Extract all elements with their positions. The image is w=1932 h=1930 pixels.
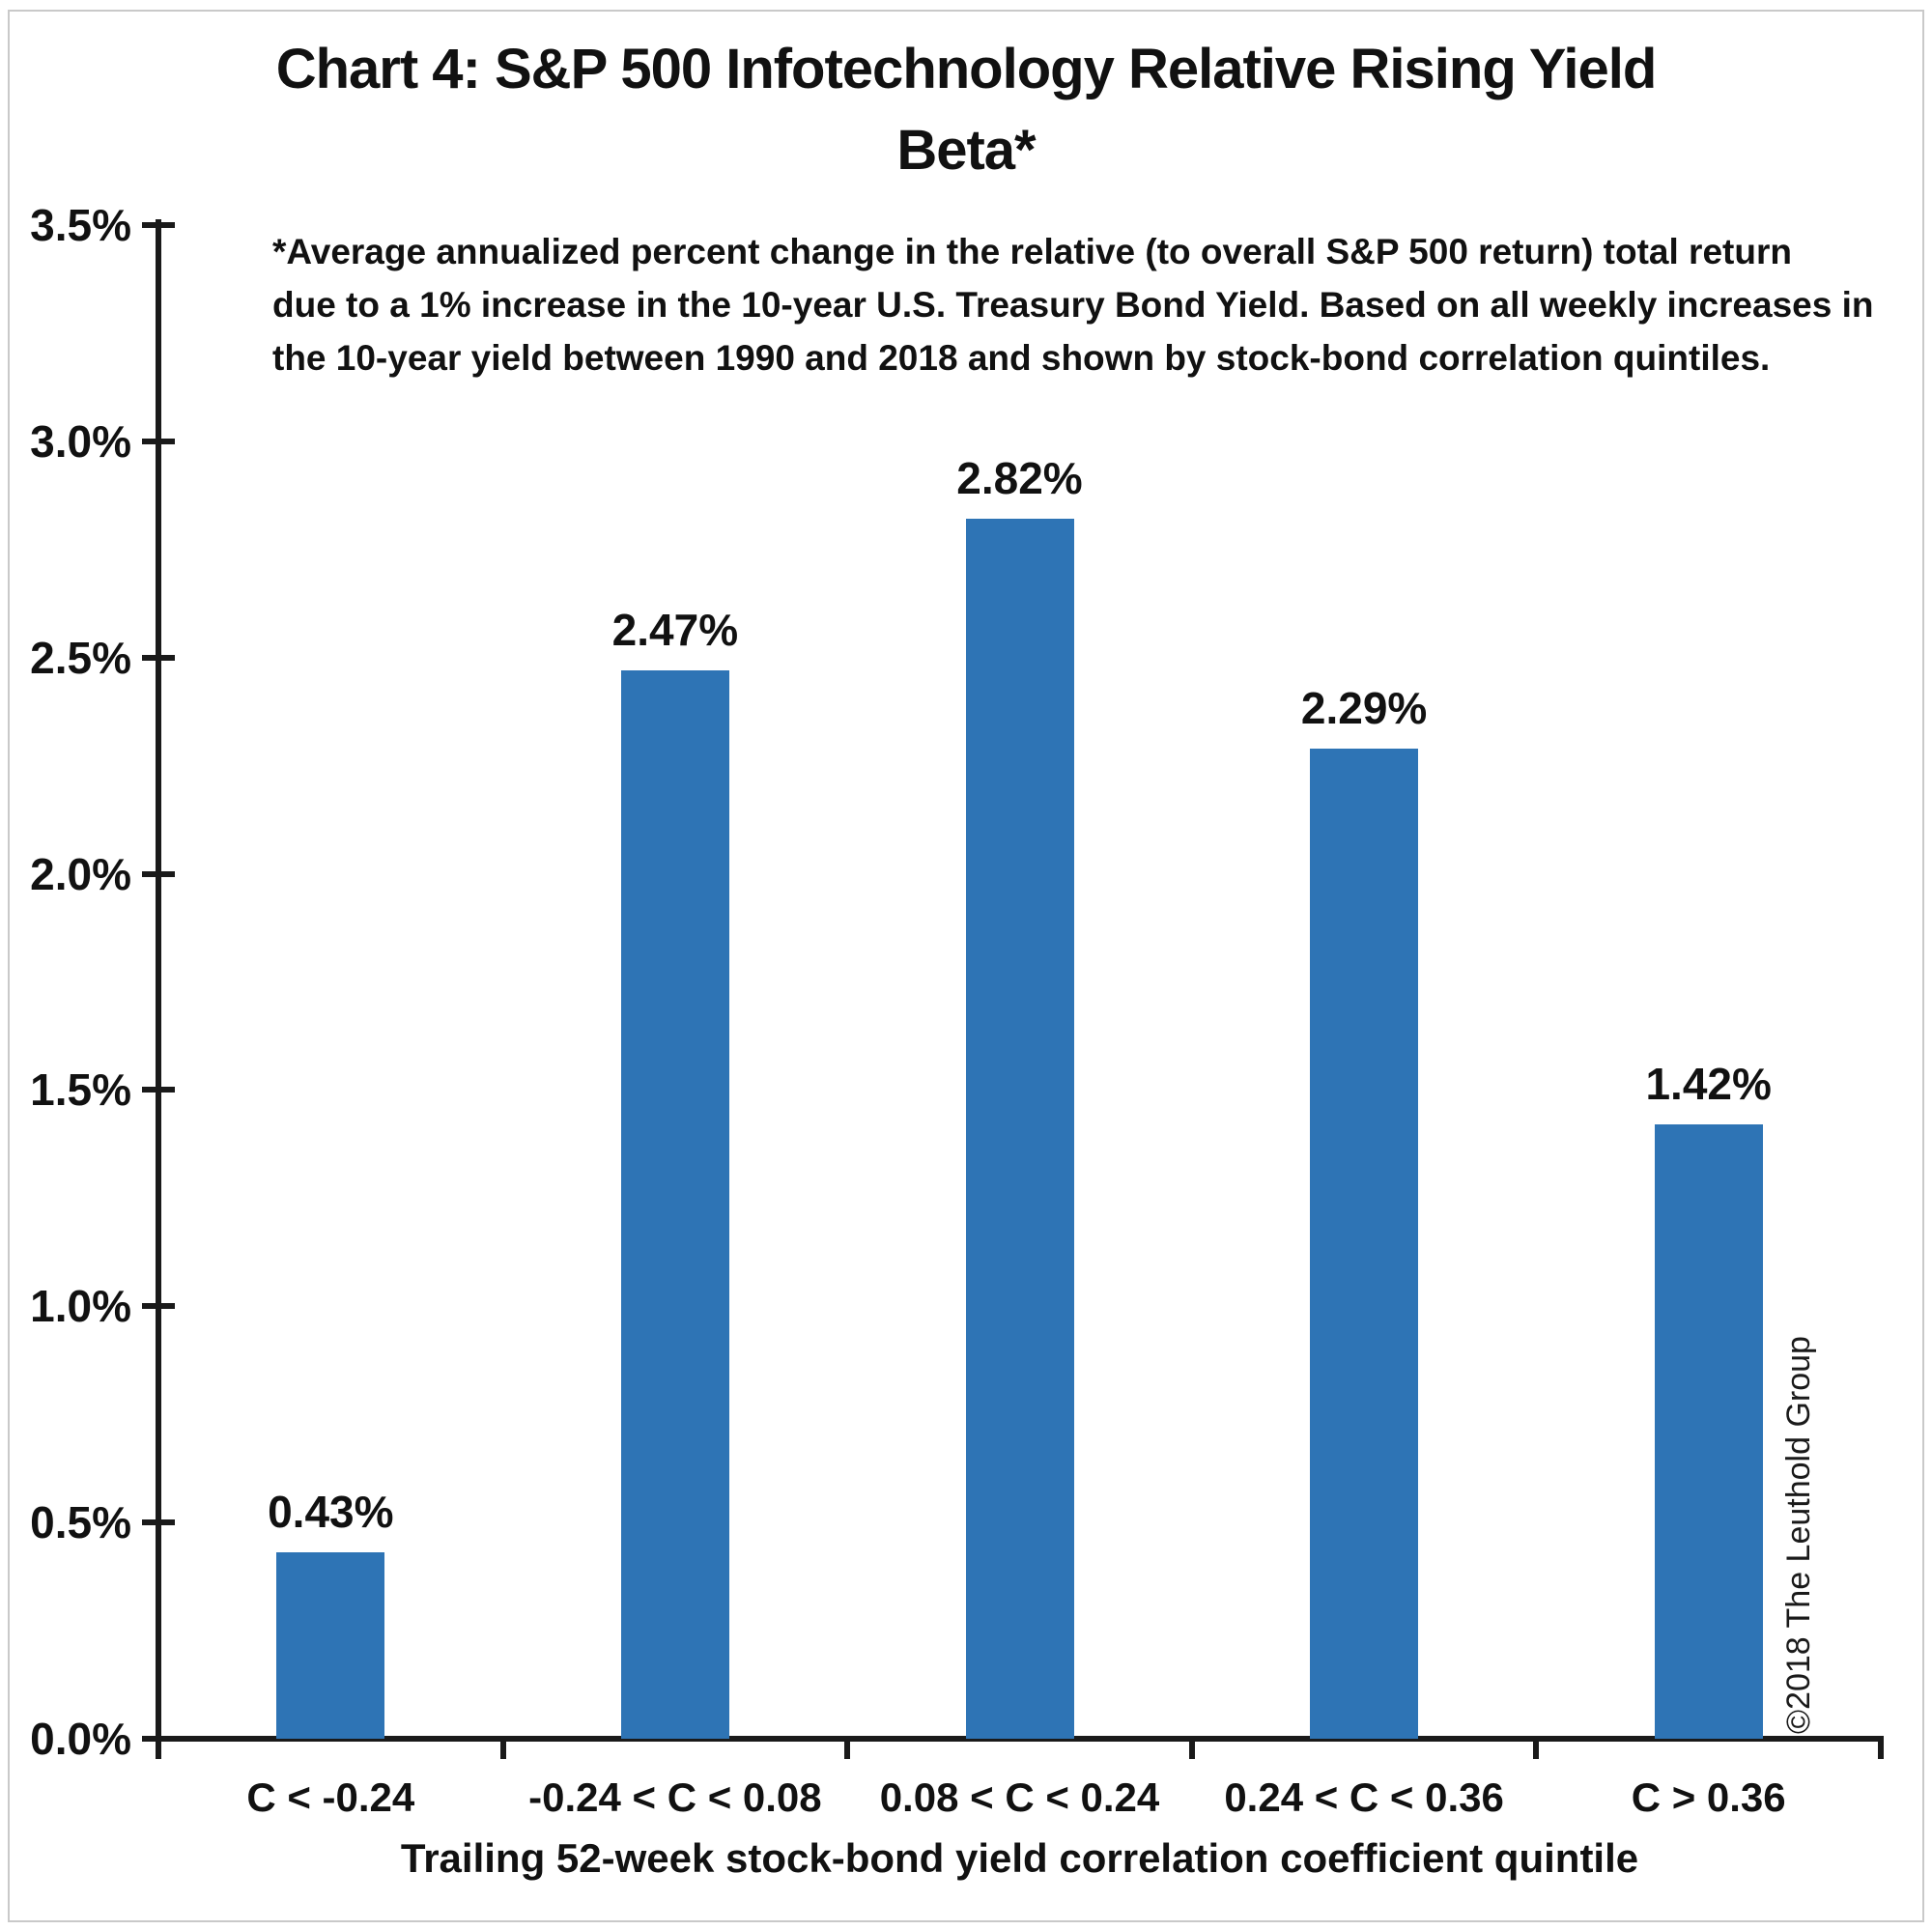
footnote-line1: *Average annualized percent change in th… <box>272 232 1792 271</box>
x-axis-tick-label: 0.24 < C < 0.36 <box>1224 1774 1504 1820</box>
x-axis-tick-label: -0.24 < C < 0.08 <box>528 1774 822 1820</box>
x-axis-tick-label: 0.08 < C < 0.24 <box>879 1774 1160 1820</box>
y-axis-tick-label: 2.5% <box>30 632 131 683</box>
x-axis-tick <box>1878 1736 1884 1759</box>
bar-value-label: 1.42% <box>1645 1059 1772 1110</box>
footnote-line2: due to a 1% increase in the 10-year U.S.… <box>272 285 1874 325</box>
bar <box>620 670 729 1739</box>
footnote-line3: the 10-year yield between 1990 and 2018 … <box>272 338 1771 378</box>
y-axis-tick-label: 1.5% <box>30 1064 131 1116</box>
bar <box>965 519 1074 1739</box>
y-axis-tick <box>142 1303 175 1310</box>
y-axis-tick-label: 1.0% <box>30 1281 131 1332</box>
y-axis-tick-label: 2.0% <box>30 848 131 899</box>
x-axis-tick-label: C < -0.24 <box>246 1774 415 1820</box>
x-axis-tick <box>1188 1736 1195 1759</box>
bar <box>276 1552 385 1739</box>
chart-title: Chart 4: S&P 500 Infotechnology Relative… <box>0 29 1932 191</box>
chart-border-frame <box>8 10 1924 1922</box>
bar-value-label: 2.47% <box>611 605 739 656</box>
y-axis-tick <box>142 1519 175 1526</box>
y-axis-tick-label: 3.5% <box>30 200 131 250</box>
bar-value-label: 2.29% <box>1300 682 1428 733</box>
x-axis-line <box>156 1736 1884 1742</box>
bar-value-label: 2.82% <box>956 453 1083 504</box>
y-axis-tick <box>142 1087 175 1093</box>
footnote-annotation: *Average annualized percent change in th… <box>272 225 1874 384</box>
y-axis-line <box>156 219 161 1759</box>
chart-title-line1: Chart 4: S&P 500 Infotechnology Relative… <box>275 38 1658 100</box>
bar <box>1310 748 1419 1739</box>
x-axis-tick <box>844 1736 851 1759</box>
bar <box>1654 1124 1763 1739</box>
y-axis-tick-label: 0.0% <box>30 1714 131 1764</box>
y-axis-tick-label: 3.0% <box>30 415 131 467</box>
copyright-watermark: ©2018 The Leuthold Group <box>1780 1336 1817 1734</box>
x-axis-tick <box>156 1736 161 1759</box>
y-axis-tick <box>142 870 175 877</box>
y-axis-tick <box>142 654 175 661</box>
x-axis-tick-label: C > 0.36 <box>1631 1774 1786 1820</box>
x-axis-tick <box>499 1736 506 1759</box>
x-axis-title: Trailing 52-week stock-bond yield correl… <box>400 1835 1639 1881</box>
x-axis-tick <box>1533 1736 1540 1759</box>
y-axis-tick <box>142 222 175 228</box>
y-axis-tick <box>142 438 175 444</box>
chart-title-line2: Beta* <box>896 119 1036 182</box>
y-axis-tick-label: 0.5% <box>30 1497 131 1548</box>
bar-value-label: 0.43% <box>268 1487 394 1538</box>
